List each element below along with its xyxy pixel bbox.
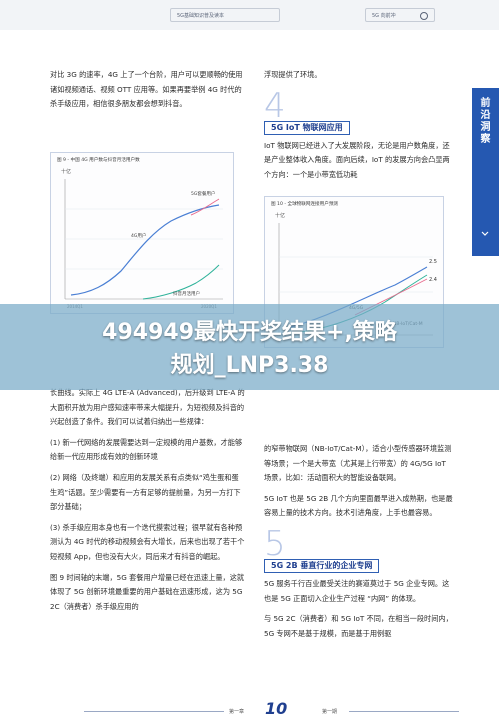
chart1-series-4g: [70, 204, 220, 296]
left-paragraph-3: 图 9 时间轴的末端，5G 套餐用户增量已经在迅速上量，这就体现了 5G 创新环…: [50, 572, 245, 611]
section-5-number: 5: [264, 523, 286, 564]
overlay-banner: 494949最快开奖结果+,策略 规划_LNP3.38: [0, 304, 499, 390]
right-paragraph-2: 的窄带物联网（NB-IoT/Cat-M），适合小型传感器环境监测等场景；一个是大…: [264, 444, 452, 483]
right-column-lower: 的窄带物联网（NB-IoT/Cat-M），适合小型传感器环境监测等场景；一个是大…: [264, 442, 454, 647]
header-left-text: 5G基础知识普及读本: [177, 13, 225, 19]
left-paragraph-1: 对比 3G 的速率，4G 上了一个台阶，用户可以更顺畅的使用诸如视频通话、视频 …: [50, 70, 243, 109]
chart1-title: 图 9 - 中国 4G 用户数与抖音月活用户数: [57, 158, 140, 163]
chart1-legend-5g: 5G套餐用户: [191, 190, 215, 197]
page-number: 10: [265, 699, 288, 718]
right-paragraph-0: 浮现提供了环境。: [264, 70, 322, 79]
left-column-lower: 长曲线。实际上 4G LTE-A (Advanced)，后升级到 LTE-A 的…: [50, 386, 245, 620]
right-paragraph-3: 5G IoT 也是 5G 2B 几个方向里面最早进入成熟期，也是最容易上量的技术…: [264, 493, 453, 518]
header-search-box-right[interactable]: 5G 向前冲: [365, 8, 435, 22]
header-search-box-left[interactable]: 5G基础知识普及读本: [170, 8, 280, 22]
page-footer: 第一章 10 第一期: [44, 698, 499, 722]
rule-3: (3) 杀手级应用本身也有一个迭代摸索过程；很早就有各种预测认为 4G 时代的移…: [50, 522, 245, 561]
chart2-title: 图 10 - 全球物联网连接用户预测: [271, 202, 339, 207]
footer-left-text: 第一章: [229, 709, 245, 715]
section-5-title: 5G 2B 垂直行业的企业专网: [264, 558, 380, 573]
chart-4g-users: 图 9 - 中国 4G 用户数与抖音月活用户数 十亿 5G套餐用户 4G用户 抖…: [50, 152, 234, 314]
chart1-legend-4g: 4G用户: [131, 232, 146, 239]
rule-2: (2) 网络（及终端）和应用的发展关系有点类似“鸡生蛋和蛋生鸡”话题。至少需要有…: [50, 472, 241, 512]
chart2-label-25: 2.5: [429, 259, 437, 265]
banner-line-1: 494949最快开奖结果+,策略: [102, 320, 397, 345]
footer-rule-right: [349, 711, 459, 712]
side-tab[interactable]: 前沿洞察: [472, 88, 499, 256]
chart2-ylabel: 十亿: [275, 212, 285, 219]
right-paragraph-4: 5G 服务千行百业最受关注的赛道莫过于 5G 企业专网。这也是 5G 正面切入企…: [264, 578, 450, 603]
top-header-bar: 5G基础知识普及读本 5G 向前冲: [0, 0, 499, 30]
chart1-ylabel: 十亿: [61, 168, 71, 175]
rule-1: (1) 新一代网络的发展需要达到一定规模的用户基数，才能够给新一代应用形成有效的…: [50, 437, 243, 462]
chart1-series-douyin: [142, 264, 220, 300]
chart1-svg: 十亿 5G套餐用户 4G用户 抖音月活用户 2014Q1 2020Q1: [61, 168, 223, 309]
chart2-label-24: 2.4: [429, 277, 437, 283]
chevron-down-icon[interactable]: [481, 230, 489, 238]
right-column: 浮现提供了环境。 4 5G IoT 物联网应用 IoT 物联网已经进入了大发展阶…: [264, 68, 454, 188]
search-icon[interactable]: [420, 12, 428, 20]
footer-rule-left: [84, 711, 224, 712]
left-paragraph-2: 长曲线。实际上 4G LTE-A (Advanced)，后升级到 LTE-A 的…: [50, 388, 245, 427]
footer-right-text: 第一期: [322, 709, 338, 715]
right-paragraph-5: 与 5G 2C（消费者）和 5G IoT 不同，在相当一段时间内，5G 专网不是…: [264, 614, 453, 638]
section-4-title: 5G IoT 物联网应用: [264, 120, 350, 135]
side-tab-label: 前沿洞察: [480, 98, 491, 145]
banner-line-2: 规划_LNP3.38: [170, 353, 329, 378]
section-4-number: 4: [264, 85, 286, 126]
header-right-text: 5G 向前冲: [372, 13, 396, 19]
left-column: 对比 3G 的速率，4G 上了一个台阶，用户可以更顺畅的使用诸如视频通话、视频 …: [50, 68, 245, 118]
chart1-series-5g: [190, 198, 220, 216]
right-paragraph-1: IoT 物联网已经进入了大发展阶段，无论是用户数角度，还是产业整体收入角度。面向…: [264, 140, 450, 179]
chart1-legend-douyin: 抖音月活用户: [173, 290, 200, 297]
